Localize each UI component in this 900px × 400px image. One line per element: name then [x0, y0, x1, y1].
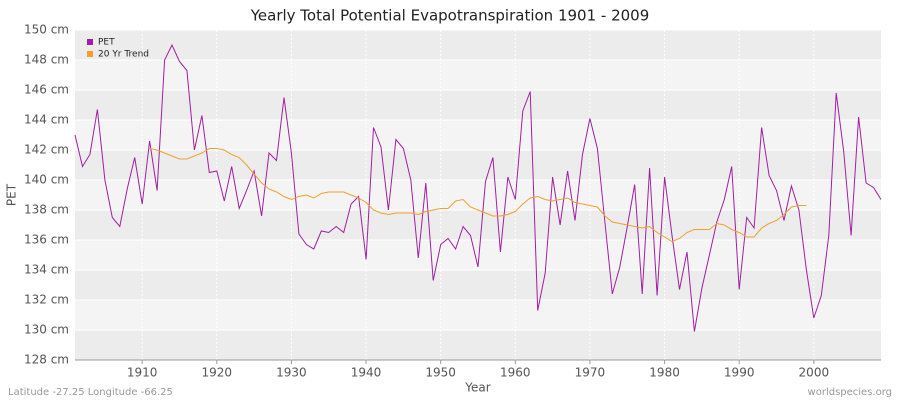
- legend-swatch: [87, 51, 93, 57]
- x-tick-label: 1990: [724, 366, 755, 380]
- y-tick-label: 142 cm: [24, 143, 69, 157]
- x-tick-label: 1910: [127, 366, 158, 380]
- y-tick-label: 150 cm: [24, 23, 69, 37]
- y-tick-label: 148 cm: [24, 53, 69, 67]
- grid-band: [75, 30, 881, 60]
- y-tick-label: 140 cm: [24, 173, 69, 187]
- grid-band: [75, 150, 881, 180]
- series-line: [74, 43, 882, 332]
- x-tick-label: 1960: [500, 366, 531, 380]
- x-tick-label: 1980: [649, 366, 680, 380]
- plot-background: [75, 30, 881, 360]
- y-tick-label: 138 cm: [24, 203, 69, 217]
- y-tick-label: 130 cm: [24, 323, 69, 337]
- y-tick-label: 146 cm: [24, 83, 69, 97]
- y-tick-label: 134 cm: [24, 263, 69, 277]
- x-tick-label: 1940: [351, 366, 382, 380]
- x-tick-label: 1930: [276, 366, 307, 380]
- legend-label: PET: [98, 38, 115, 48]
- y-axis-label: PET: [5, 183, 19, 206]
- x-axis-label: Year: [464, 381, 490, 395]
- legend-label: 20 Yr Trend: [98, 50, 149, 60]
- x-tick-label: 1950: [425, 366, 456, 380]
- x-tick-label: 2000: [799, 366, 830, 380]
- footer-right: worldspecies.org: [808, 387, 892, 398]
- y-tick-label: 132 cm: [24, 293, 69, 307]
- y-tick-label: 136 cm: [24, 233, 69, 247]
- legend-swatch: [87, 39, 93, 45]
- series-line: [149, 148, 807, 243]
- x-tick-label: 1920: [202, 366, 233, 380]
- y-tick-label: 128 cm: [24, 353, 69, 367]
- grid-band: [75, 210, 881, 240]
- grid-band: [75, 270, 881, 300]
- grid-band: [75, 330, 881, 360]
- grid-band: [75, 90, 881, 120]
- x-tick-label: 1970: [575, 366, 606, 380]
- y-tick-label: 144 cm: [24, 113, 69, 127]
- footer-left: Latitude -27.25 Longitude -66.25: [8, 387, 173, 398]
- chart-title: Yearly Total Potential Evapotranspiratio…: [250, 7, 650, 25]
